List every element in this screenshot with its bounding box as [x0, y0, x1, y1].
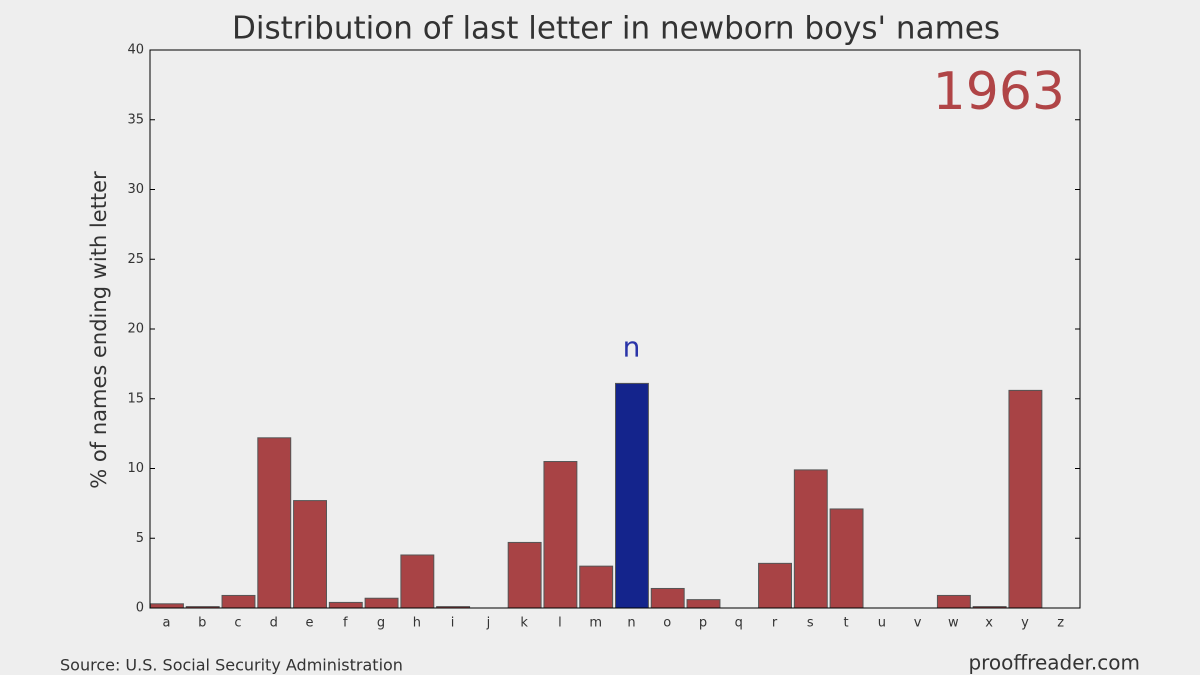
x-tick-label: o: [663, 616, 671, 631]
x-tick-label: f: [343, 616, 348, 631]
x-tick-label: c: [234, 616, 241, 631]
y-tick-label: 30: [127, 182, 144, 197]
x-tick-label: n: [627, 616, 635, 631]
bar: [829, 508, 864, 609]
y-tick-label: 25: [127, 252, 144, 267]
y-tick-label: 0: [136, 601, 144, 616]
x-tick-label: g: [377, 616, 385, 631]
bar: [936, 594, 971, 609]
y-tick-label: 20: [127, 322, 144, 337]
x-tick-label: h: [413, 616, 421, 631]
x-tick-label: a: [162, 616, 170, 631]
x-tick-label: d: [270, 616, 278, 631]
year-label: 1963: [933, 62, 1065, 122]
chart-title: Distribution of last letter in newborn b…: [232, 11, 1000, 47]
plot-frame: [149, 49, 1081, 609]
bar: [758, 562, 792, 609]
bar: [364, 597, 399, 609]
credit: prooffreader.com: [968, 651, 1140, 675]
x-tick-label: v: [914, 616, 922, 631]
x-tick-label: i: [451, 616, 455, 631]
bar: [221, 594, 256, 609]
x-tick-label: m: [589, 616, 602, 631]
x-tick-label: q: [735, 616, 743, 631]
x-tick-label: x: [985, 616, 993, 631]
bar: [257, 437, 292, 609]
x-tick-label: z: [1057, 616, 1064, 631]
x-tick-label: r: [772, 616, 778, 631]
x-tick-label: u: [878, 616, 886, 631]
x-tick-label: t: [844, 616, 849, 631]
x-tick-label: e: [306, 616, 314, 631]
y-tick-label: 15: [127, 391, 144, 406]
bar: [1008, 389, 1043, 609]
bar: [507, 541, 542, 609]
x-tick-label: k: [520, 616, 528, 631]
bar: [400, 554, 435, 609]
bar: [650, 587, 685, 609]
x-tick-label: b: [198, 616, 206, 631]
bar: [793, 469, 828, 609]
y-tick-label: 5: [136, 531, 144, 546]
bar: [543, 461, 578, 609]
bar: [686, 599, 721, 609]
x-tick-label: s: [807, 616, 814, 631]
bar: [328, 601, 363, 609]
y-tick-label: 35: [127, 112, 144, 127]
bar: [579, 565, 614, 609]
bar-annotation: n: [623, 330, 641, 363]
bar: [615, 382, 649, 609]
source: Source: U.S. Social Security Administrat…: [60, 656, 403, 675]
x-tick-label: y: [1021, 616, 1029, 631]
x-tick-label: w: [948, 616, 959, 631]
y-tick-label: 10: [127, 461, 144, 476]
y-axis-label: % of names ending with letter: [87, 171, 111, 489]
x-tick-label: l: [558, 616, 562, 631]
x-tick-label: p: [699, 616, 707, 631]
bar: [150, 603, 184, 609]
y-tick-label: 40: [127, 43, 144, 58]
x-tick-label: j: [486, 616, 491, 631]
bar: [293, 500, 327, 609]
